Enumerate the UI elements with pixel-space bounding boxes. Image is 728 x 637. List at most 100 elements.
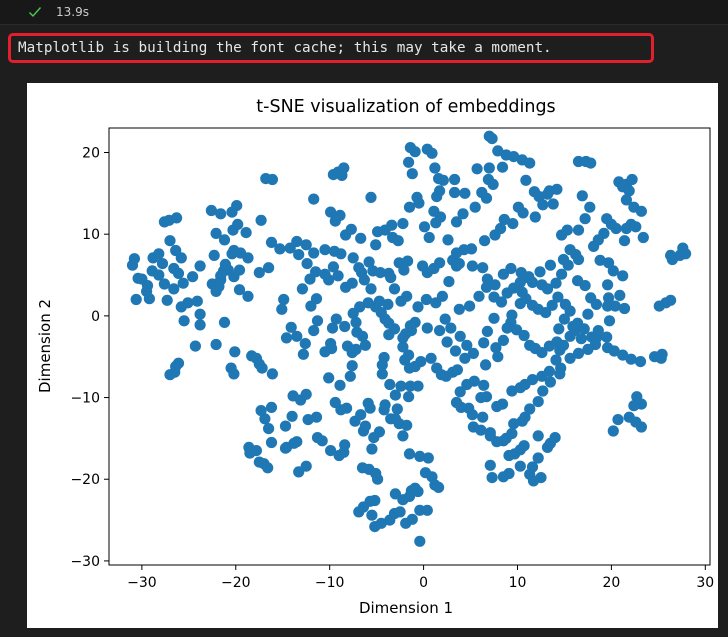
scatter-point [244, 447, 256, 459]
scatter-point [172, 357, 185, 369]
scatter-point [492, 145, 504, 157]
scatter-point [508, 151, 520, 163]
scatter-point [516, 286, 528, 298]
scatter-point [496, 398, 509, 410]
scatter-point [334, 379, 346, 391]
scatter-point [386, 219, 398, 231]
scatter-point [467, 421, 479, 433]
scatter-point [592, 325, 604, 337]
scatter-point [278, 293, 290, 306]
scatter-point [327, 261, 339, 273]
scatter-point [171, 212, 183, 224]
scatter-point [403, 349, 415, 361]
scatter-point [412, 485, 424, 498]
scatter-point [480, 281, 493, 293]
scatter-point [279, 420, 292, 432]
scatter-point [366, 509, 378, 521]
y-tick-label: 20 [82, 146, 100, 162]
scatter-point [488, 312, 500, 324]
scatter-point [480, 359, 492, 371]
scatter-point [431, 191, 443, 203]
scatter-point [551, 336, 563, 348]
y-axis-ticks: −30 −20 −10 0 10 20 [70, 146, 109, 570]
scatter-point [516, 415, 528, 427]
x-tick-label: −10 [315, 575, 345, 591]
scatter-point [564, 244, 576, 256]
scatter-point [403, 391, 415, 403]
scatter-point [603, 292, 615, 304]
scatter-point [376, 359, 388, 371]
scatter-point [490, 342, 502, 354]
scatter-point [594, 254, 606, 266]
scatter-point [341, 402, 353, 414]
scatter-point [588, 240, 600, 252]
scatter-point [529, 211, 541, 223]
scatter-point [430, 297, 442, 309]
scatter-point [266, 368, 278, 380]
scatter-point [553, 323, 565, 335]
scatter-point [635, 421, 648, 433]
scatter-point [526, 461, 539, 473]
scatter-point [425, 352, 437, 364]
scatter-point [558, 313, 571, 325]
scatter-point [299, 338, 311, 350]
scatter-point [469, 201, 481, 213]
scatter-point [637, 231, 649, 244]
scatter-point [610, 222, 622, 235]
scatter-point [579, 213, 591, 225]
scatter-point [356, 330, 369, 342]
scatter-point [291, 330, 303, 342]
scatter-point [524, 157, 536, 169]
scatter-point [175, 301, 187, 313]
scatter-point [158, 278, 170, 290]
scatter-point [572, 224, 585, 236]
scatter-point [305, 300, 317, 312]
scatter-point [353, 262, 365, 274]
scatter-point [168, 283, 180, 295]
scatter-point [362, 297, 374, 309]
scatter-point [293, 249, 305, 261]
scatter-point [400, 517, 412, 529]
scatter-point [459, 352, 471, 364]
scatter-point [532, 396, 544, 408]
scatter-point [353, 506, 365, 518]
scatter-point [464, 300, 476, 312]
scatter-point [665, 294, 677, 306]
x-tick-label: −30 [127, 575, 157, 591]
scatter-point [617, 349, 629, 361]
scatter-point [442, 234, 454, 246]
scatter-point [338, 162, 350, 174]
scatter-point [546, 299, 558, 311]
scatter-point [226, 248, 238, 260]
scatter-point [547, 198, 559, 210]
scatter-point [215, 270, 227, 282]
scatter-point [285, 321, 297, 333]
scatter-point [479, 235, 491, 247]
scatter-point [512, 201, 524, 213]
scatter-point [370, 239, 382, 251]
scatter-point [603, 315, 616, 327]
scatter-point [373, 426, 385, 438]
scatter-point [308, 247, 320, 259]
scatter-point [310, 411, 323, 423]
scatter-point [585, 157, 597, 169]
scatter-point [550, 354, 562, 366]
scatter-point [208, 249, 220, 261]
scatter-point [372, 473, 384, 485]
scatter-point [364, 402, 376, 414]
scatter-point [449, 173, 461, 186]
scatter-point [437, 174, 449, 186]
scatter-point [401, 290, 413, 302]
scatter-point [549, 432, 561, 444]
scatter-point [445, 322, 457, 334]
scatter-point [346, 277, 358, 289]
scatter-point [582, 308, 594, 320]
scatter-point [484, 430, 496, 442]
scatter-point [582, 343, 594, 355]
scatter-point [172, 267, 185, 279]
scatter-point [319, 268, 331, 280]
scatter-point [205, 204, 217, 217]
x-axis-label: Dimension 1 [359, 599, 453, 617]
scatter-point [266, 173, 278, 186]
scatter-point [551, 183, 563, 195]
